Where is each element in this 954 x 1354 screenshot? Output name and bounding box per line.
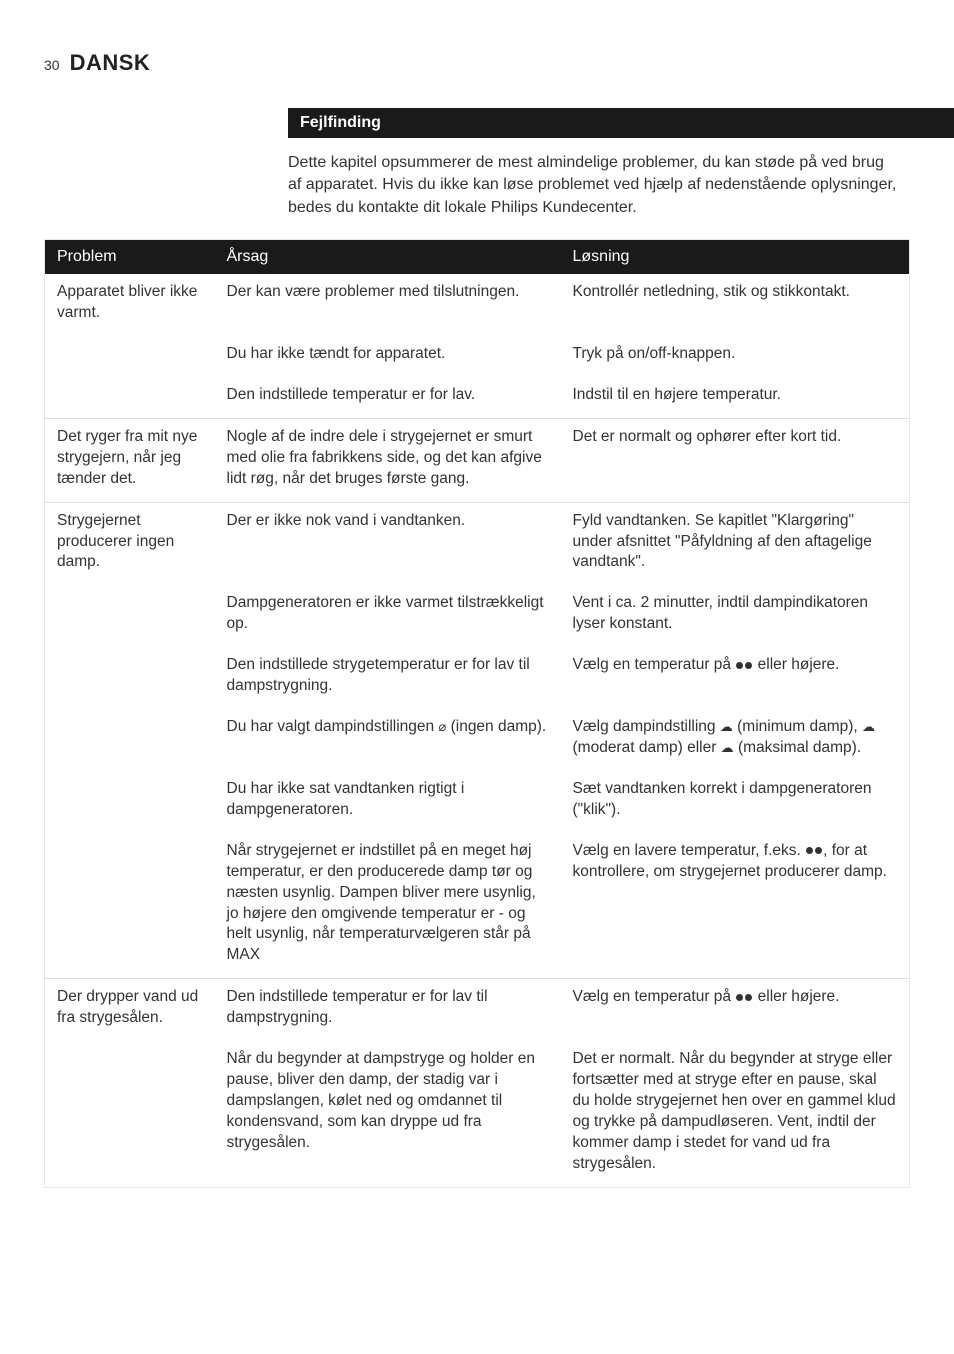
cell-problem: Det ryger fra mit nye strygejern, når je… <box>45 418 215 502</box>
cell-cause: Dampgeneratoren er ikke varmet tilstrækk… <box>215 585 561 647</box>
temperature-dot-icon <box>745 994 752 1001</box>
column-header-solution: Løsning <box>561 240 910 275</box>
cell-problem <box>45 709 215 771</box>
table-row: Når du begynder at dampstryge og holder … <box>45 1041 910 1187</box>
temperature-dot-icon <box>736 662 743 669</box>
cell-cause: Den indstillede temperatur er for lav. <box>215 377 561 418</box>
table-row: Dampgeneratoren er ikke varmet tilstrækk… <box>45 585 910 647</box>
no-steam-icon: ⌀ <box>438 718 446 736</box>
cell-problem <box>45 585 215 647</box>
cell-solution: Vælg en temperatur på eller højere. <box>561 647 910 709</box>
cell-solution: Sæt vandtanken korrekt i dampgeneratoren… <box>561 771 910 833</box>
table-body: Apparatet bliver ikke varmt.Der kan være… <box>45 274 910 1187</box>
cell-problem: Strygejernet producerer ingen damp. <box>45 502 215 585</box>
table-header-row: Problem Årsag Løsning <box>45 240 910 275</box>
steam-mod-icon: ☁ <box>862 718 875 736</box>
cell-solution: Det er normalt og ophører efter kort tid… <box>561 418 910 502</box>
cell-problem <box>45 336 215 377</box>
cell-cause: Når du begynder at dampstryge og holder … <box>215 1041 561 1187</box>
cell-cause: Du har valgt dampindstillingen ⌀ (ingen … <box>215 709 561 771</box>
cell-solution: Vælg en temperatur på eller højere. <box>561 979 910 1041</box>
cell-problem: Apparatet bliver ikke varmt. <box>45 274 215 336</box>
cell-problem: Der drypper vand ud fra strygesålen. <box>45 979 215 1041</box>
table-row: Du har ikke tændt for apparatet.Tryk på … <box>45 336 910 377</box>
cell-problem <box>45 771 215 833</box>
cell-solution: Tryk på on/off-knappen. <box>561 336 910 377</box>
cell-solution: Fyld vandtanken. Se kapitlet "Klargøring… <box>561 502 910 585</box>
cell-solution: Vælg en lavere temperatur, f.eks. , for … <box>561 833 910 979</box>
table-row: Når strygejernet er indstillet på en meg… <box>45 833 910 979</box>
cell-problem <box>45 377 215 418</box>
table-row: Strygejernet producerer ingen damp.Der e… <box>45 502 910 585</box>
steam-min-icon: ☁ <box>720 718 733 736</box>
table-row: Apparatet bliver ikke varmt.Der kan være… <box>45 274 910 336</box>
column-header-cause: Årsag <box>215 240 561 275</box>
table-row: Der drypper vand ud fra strygesålen.Den … <box>45 979 910 1041</box>
cell-solution: Vent i ca. 2 minutter, indtil dampindika… <box>561 585 910 647</box>
page-title: DANSK <box>70 50 151 76</box>
cell-cause: Der kan være problemer med tilslutningen… <box>215 274 561 336</box>
cell-problem <box>45 647 215 709</box>
cell-problem <box>45 833 215 979</box>
cell-solution: Kontrollér netledning, stik og stikkonta… <box>561 274 910 336</box>
cell-cause: Den indstillede strygetemperatur er for … <box>215 647 561 709</box>
temperature-dot-icon <box>745 662 752 669</box>
page-header: 30 DANSK <box>44 50 910 76</box>
temperature-dot-icon <box>815 847 822 854</box>
column-header-problem: Problem <box>45 240 215 275</box>
cell-cause: Den indstillede temperatur er for lav ti… <box>215 979 561 1041</box>
cell-problem <box>45 1041 215 1187</box>
page-number: 30 <box>44 57 60 73</box>
troubleshooting-table: Problem Årsag Løsning Apparatet bliver i… <box>44 239 910 1188</box>
cell-solution: Indstil til en højere temperatur. <box>561 377 910 418</box>
section-heading: Fejlfinding <box>288 108 954 138</box>
temperature-dot-icon <box>806 847 813 854</box>
cell-solution: Det er normalt. Når du begynder at stryg… <box>561 1041 910 1187</box>
table-row: Den indstillede temperatur er for lav.In… <box>45 377 910 418</box>
cell-solution: Vælg dampindstilling ☁ (minimum damp), ☁… <box>561 709 910 771</box>
table-row: Du har ikke sat vandtanken rigtigt i dam… <box>45 771 910 833</box>
document-page: 30 DANSK Fejlfinding Dette kapitel opsum… <box>0 0 954 1228</box>
intro-paragraph: Dette kapitel opsummerer de mest alminde… <box>288 152 910 219</box>
table-row: Du har valgt dampindstillingen ⌀ (ingen … <box>45 709 910 771</box>
table-row: Den indstillede strygetemperatur er for … <box>45 647 910 709</box>
temperature-dot-icon <box>736 994 743 1001</box>
cell-cause: Når strygejernet er indstillet på en meg… <box>215 833 561 979</box>
cell-cause: Du har ikke sat vandtanken rigtigt i dam… <box>215 771 561 833</box>
table-row: Det ryger fra mit nye strygejern, når je… <box>45 418 910 502</box>
cell-cause: Der er ikke nok vand i vandtanken. <box>215 502 561 585</box>
cell-cause: Nogle af de indre dele i strygejernet er… <box>215 418 561 502</box>
steam-max-icon: ☁ <box>721 739 734 757</box>
cell-cause: Du har ikke tændt for apparatet. <box>215 336 561 377</box>
